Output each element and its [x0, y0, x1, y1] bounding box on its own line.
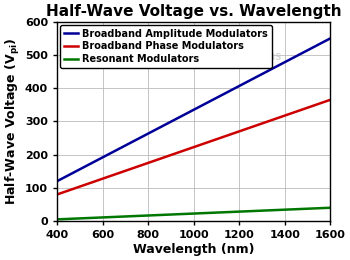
Line: Broadband Amplitude Modulators: Broadband Amplitude Modulators — [57, 38, 330, 181]
Resonant Modulators — [268, 209, 272, 212]
Broadband Amplitude Modulators — [268, 68, 272, 71]
Broadband Phase Modulators — [83, 183, 87, 186]
Broadband Phase Modulators — [243, 128, 247, 131]
Broadband Amplitude Modulators — [175, 117, 180, 120]
Legend: Broadband Amplitude Modulators, Broadband Phase Modulators, Resonant Modulators: Broadband Amplitude Modulators, Broadban… — [60, 25, 272, 68]
Broadband Amplitude Modulators — [83, 165, 87, 168]
Broadband Phase Modulators — [328, 98, 332, 101]
Resonant Modulators — [55, 218, 59, 221]
Broadband Amplitude Modulators — [55, 180, 59, 183]
Resonant Modulators — [175, 213, 180, 216]
Text: THORLABS: THORLABS — [231, 53, 282, 62]
Broadband Phase Modulators — [166, 155, 170, 158]
Broadband Amplitude Modulators — [328, 37, 332, 40]
X-axis label: Wavelength (nm): Wavelength (nm) — [133, 243, 254, 256]
Broadband Phase Modulators — [55, 193, 59, 196]
Broadband Amplitude Modulators — [273, 66, 277, 69]
Resonant Modulators — [83, 217, 87, 220]
Broadband Phase Modulators — [273, 117, 277, 120]
Title: Half-Wave Voltage vs. Wavelength: Half-Wave Voltage vs. Wavelength — [46, 4, 342, 19]
Line: Broadband Phase Modulators: Broadband Phase Modulators — [57, 100, 330, 194]
Broadband Amplitude Modulators — [243, 82, 247, 85]
Broadband Phase Modulators — [268, 119, 272, 122]
Broadband Phase Modulators — [175, 151, 180, 154]
Resonant Modulators — [273, 209, 277, 212]
Resonant Modulators — [328, 206, 332, 209]
Resonant Modulators — [243, 210, 247, 213]
Resonant Modulators — [166, 213, 170, 216]
Line: Resonant Modulators: Resonant Modulators — [57, 208, 330, 219]
Broadband Amplitude Modulators — [166, 122, 170, 125]
Y-axis label: Half-Wave Voltage (V$_\mathbf{pi}$): Half-Wave Voltage (V$_\mathbf{pi}$) — [4, 37, 22, 205]
